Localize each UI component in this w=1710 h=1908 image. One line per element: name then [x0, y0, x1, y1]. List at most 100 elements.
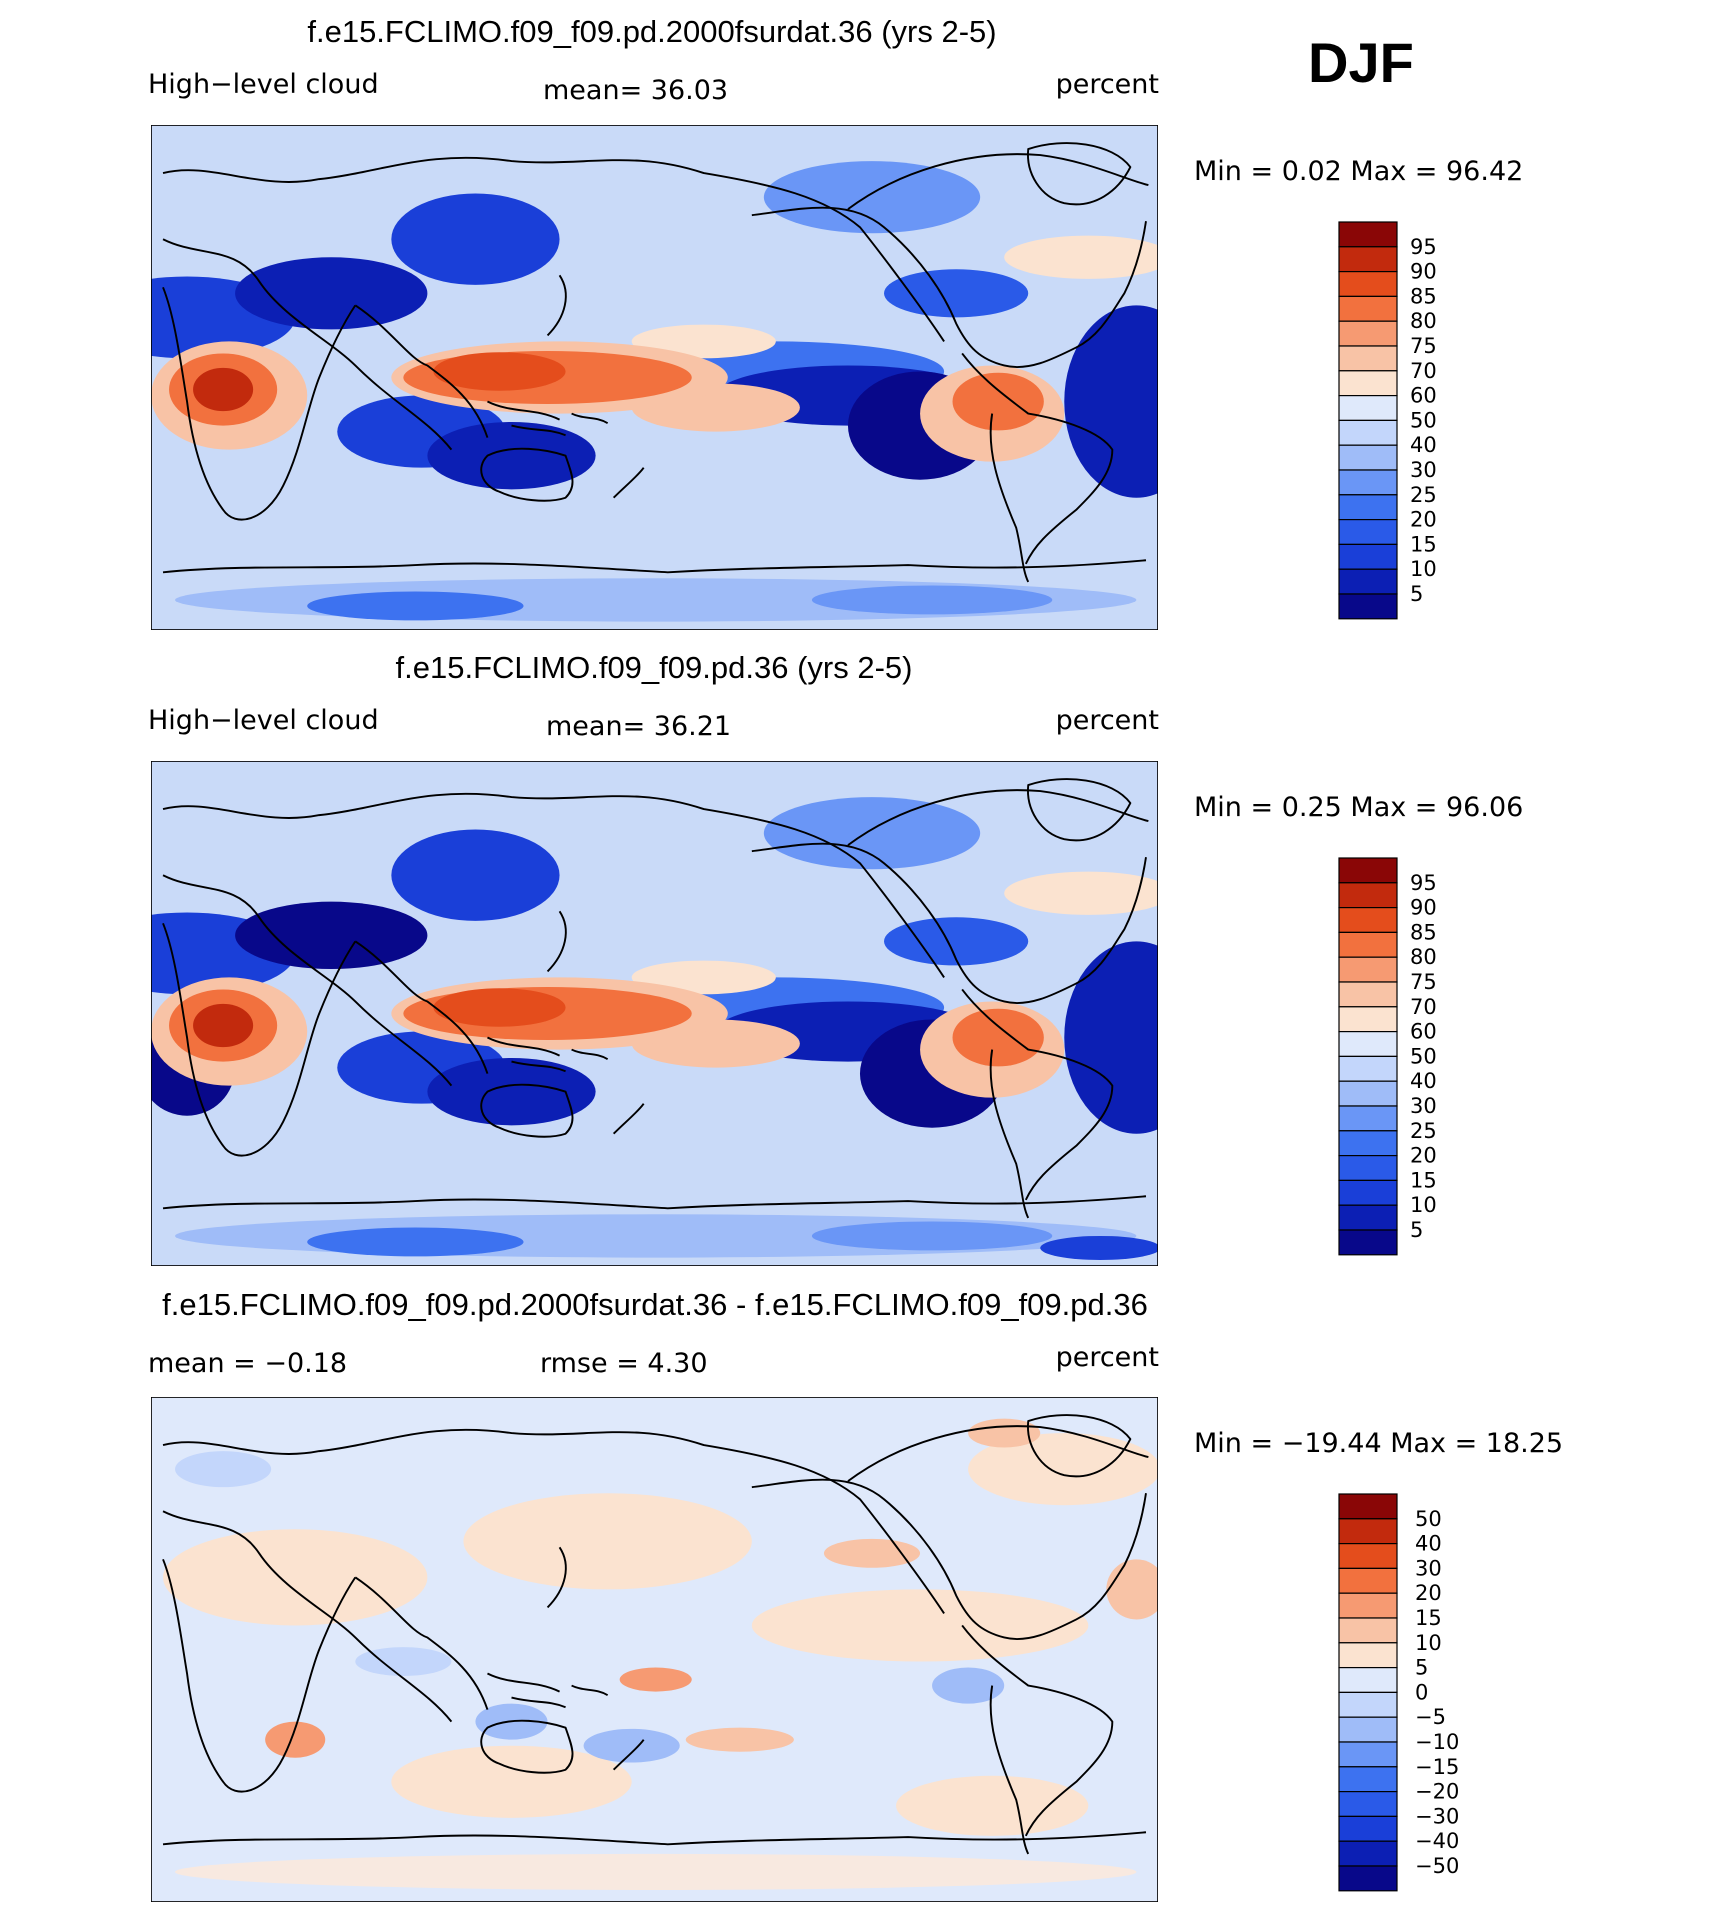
panel-2-colorbar-box — [1338, 1130, 1398, 1157]
panel-3: f.e15.FCLIMO.f09_f09.pd.2000fsurdat.36 -… — [148, 1287, 1563, 1902]
panel-2-colorbar-tick-label: 75 — [1410, 970, 1437, 994]
panel-1-colorbar-tick-label: 90 — [1410, 260, 1437, 284]
panel-1-colorbar-tick-label: 60 — [1410, 384, 1437, 408]
panel-3-colorbar-tick-label: −20 — [1415, 1780, 1459, 1804]
panel-2-colorbar-tick-label: 70 — [1410, 995, 1437, 1019]
panel-2-colorbar-tick-label: 50 — [1410, 1044, 1437, 1068]
panel-2-colorbar-box — [1338, 1204, 1398, 1231]
panel-2-units-label: percent — [1056, 705, 1159, 736]
panel-3-colorbar-box — [1338, 1691, 1398, 1718]
panel-3-colorbar-box — [1338, 1790, 1398, 1817]
panel-2-colorbar-box — [1338, 956, 1398, 983]
panel-2-colorbar-box — [1338, 1006, 1398, 1033]
panel-2-colorbar-tick-label: 60 — [1410, 1020, 1437, 1044]
panel-2-mean-label: mean= 36.21 — [546, 711, 731, 742]
panel-1-colorbar-box — [1338, 320, 1398, 347]
panel-1-colorbar-tick-label: 5 — [1410, 582, 1423, 606]
panel-3-mean-label: mean = −0.18 — [148, 1348, 347, 1379]
panel-3-colorbar-box — [1338, 1617, 1398, 1644]
panel-3-colorbar-tick-label: −10 — [1415, 1730, 1459, 1754]
panel-1-colorbar-box — [1338, 444, 1398, 471]
panel-2-colorbar-box — [1338, 1055, 1398, 1082]
panel-2-colorbar-box — [1338, 857, 1398, 884]
panel-1-title: f.e15.FCLIMO.f09_f09.pd.2000fsurdat.36 (… — [307, 14, 996, 49]
panel-2-colorbar-tick-label: 80 — [1410, 945, 1437, 969]
season-label: DJF — [1308, 31, 1414, 94]
panel-3-colorbar-box — [1338, 1815, 1398, 1842]
panel-2-colorbar-tick-label: 40 — [1410, 1069, 1437, 1093]
panel-1-colorbar-box — [1338, 246, 1398, 273]
panel-1: f.e15.FCLIMO.f09_f09.pd.2000fsurdat.36 (… — [148, 14, 1523, 630]
panel-1-colorbar-tick-label: 30 — [1410, 458, 1437, 482]
panel-1-colorbar-tick-label: 15 — [1410, 532, 1437, 556]
panel-3-colorbar-tick-label: 20 — [1415, 1581, 1442, 1605]
panel-1-colorbar-box — [1338, 395, 1398, 422]
panel-3-colorbar-tick-label: −15 — [1415, 1755, 1459, 1779]
panel-3-colorbar-box — [1338, 1741, 1398, 1768]
panel-3-colorbar-tick-label: 10 — [1415, 1631, 1442, 1655]
panel-3-colorbar-tick-label: 15 — [1415, 1606, 1442, 1630]
panel-1-colorbar-box — [1338, 568, 1398, 595]
panel-3-colorbar-box — [1338, 1518, 1398, 1545]
panel-2-colorbar-tick-label: 10 — [1410, 1193, 1437, 1217]
panel-2-colorbar-tick-label: 90 — [1410, 896, 1437, 920]
panel-3-map — [151, 1397, 1158, 1902]
panel-2-colorbar-box — [1338, 1179, 1398, 1206]
panel-1-min-max-label: Min = 0.02 Max = 96.42 — [1194, 156, 1523, 187]
panel-3-colorbar-tick-label: 0 — [1415, 1680, 1428, 1704]
panel-1-colorbar-box — [1338, 494, 1398, 521]
panel-3-colorbar-box — [1338, 1840, 1398, 1867]
panel-2-colorbar-tick-label: 5 — [1410, 1218, 1423, 1242]
panel-1-colorbar-tick-label: 70 — [1410, 359, 1437, 383]
panel-3-colorbar-tick-label: −50 — [1415, 1854, 1459, 1878]
panel-1-variable-label: High−level cloud — [148, 69, 379, 100]
panel-2-colorbar-box — [1338, 906, 1398, 933]
panel-1-colorbar-box — [1338, 221, 1398, 248]
panel-3-colorbar-box — [1338, 1716, 1398, 1743]
panel-3-units-label: percent — [1056, 1342, 1159, 1373]
panel-3-colorbar-tick-label: −5 — [1415, 1705, 1446, 1729]
panel-1-colorbar-box — [1338, 271, 1398, 298]
panel-2-colorbar-box — [1338, 1105, 1398, 1132]
panel-1-map — [151, 125, 1158, 630]
panel-1-colorbar-tick-label: 80 — [1410, 309, 1437, 333]
panel-1-colorbar-tick-label: 95 — [1410, 235, 1437, 259]
panel-3-colorbar-box — [1338, 1567, 1398, 1594]
panel-2-colorbar-box — [1338, 1030, 1398, 1057]
panel-1-colorbar-box — [1338, 295, 1398, 322]
panel-2-colorbar-tick-label: 25 — [1410, 1119, 1437, 1143]
panel-2-colorbar-tick-label: 95 — [1410, 871, 1437, 895]
panel-3-colorbar-tick-label: −30 — [1415, 1804, 1459, 1828]
panel-1-colorbar-tick-label: 40 — [1410, 433, 1437, 457]
panel-1-colorbar-box — [1338, 469, 1398, 496]
panel-3-colorbar-box — [1338, 1642, 1398, 1669]
panel-2-map — [151, 761, 1158, 1266]
panel-2-colorbar-box — [1338, 1229, 1398, 1256]
panel-2-variable-label: High−level cloud — [148, 705, 379, 736]
panel-1-colorbar-tick-label: 25 — [1410, 483, 1437, 507]
panel-1-mean-label: mean= 36.03 — [543, 75, 728, 106]
panel-1-colorbar-tick-label: 50 — [1410, 408, 1437, 432]
panel-3-colorbar-box — [1338, 1542, 1398, 1569]
panel-3-colorbar-tick-label: 5 — [1415, 1656, 1428, 1680]
panel-1-colorbar-box — [1338, 370, 1398, 397]
panel-2-min-max-label: Min = 0.25 Max = 96.06 — [1194, 792, 1523, 823]
panel-3-colorbar-tick-label: 40 — [1415, 1532, 1442, 1556]
panel-3-colorbar-tick-label: −40 — [1415, 1829, 1459, 1853]
panel-2-colorbar-box — [1338, 981, 1398, 1008]
panel-3-min-max-label: Min = −19.44 Max = 18.25 — [1194, 1428, 1563, 1459]
panel-2-title: f.e15.FCLIMO.f09_f09.pd.36 (yrs 2-5) — [396, 650, 913, 685]
panel-2-colorbar-box — [1338, 882, 1398, 909]
panel-1-units-label: percent — [1056, 69, 1159, 100]
panel-3-colorbar-tick-label: 50 — [1415, 1507, 1442, 1531]
panel-2-colorbar-box — [1338, 1154, 1398, 1181]
panel-2-colorbar-tick-label: 20 — [1410, 1144, 1437, 1168]
panel-2-colorbar-box — [1338, 931, 1398, 958]
panel-1-colorbar-tick-label: 10 — [1410, 557, 1437, 581]
panel-2: f.e15.FCLIMO.f09_f09.pd.36 (yrs 2-5) Hig… — [148, 650, 1523, 1266]
panel-1-colorbar-box — [1338, 419, 1398, 446]
